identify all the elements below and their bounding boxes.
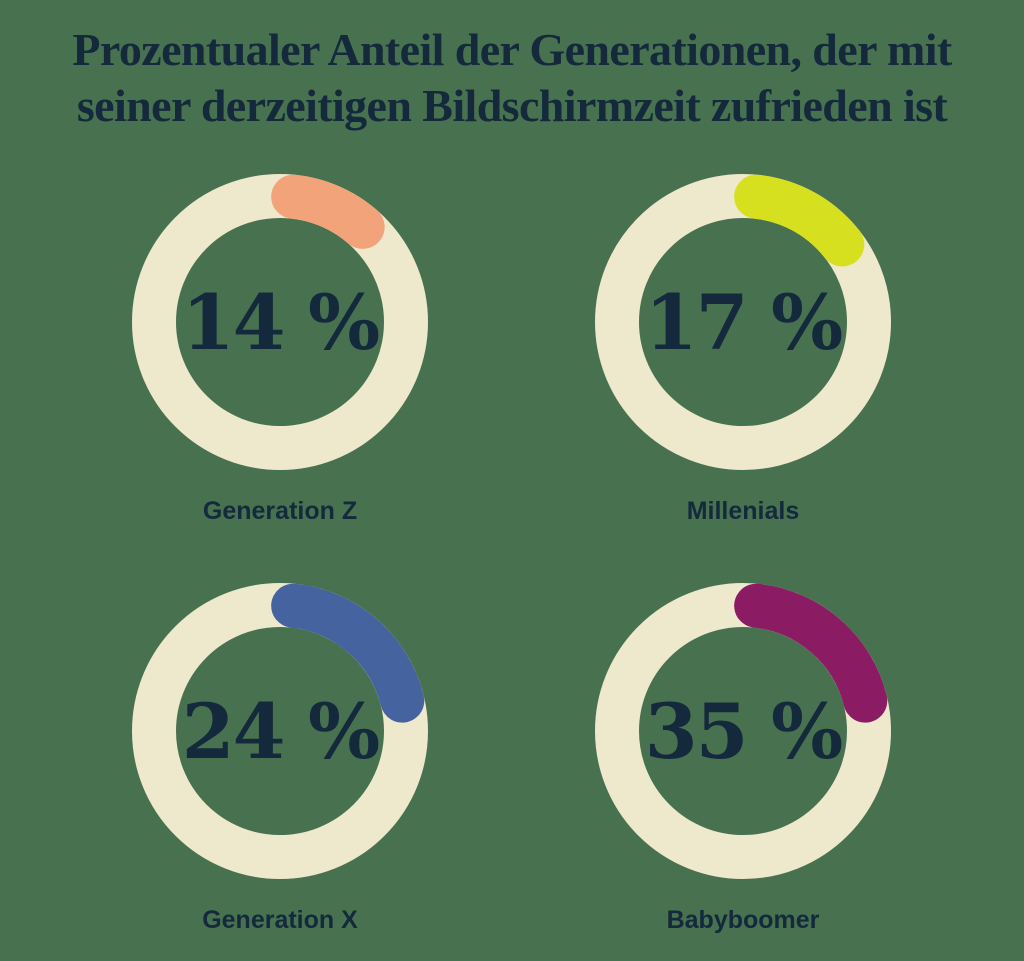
donut-svg xyxy=(595,174,891,470)
donut-arc xyxy=(132,174,428,470)
donut-arc xyxy=(132,583,428,879)
donut-ring-babyboomer: 35 % xyxy=(595,583,891,879)
category-label: Babyboomer xyxy=(666,906,820,934)
donut-arc xyxy=(595,174,891,470)
category-label: Millenials xyxy=(686,497,800,525)
category-label: Generation Z xyxy=(202,497,358,525)
donut-svg xyxy=(595,583,891,879)
donut-arc xyxy=(595,583,891,879)
donut-chart-millenials: 17 % Millenials xyxy=(595,174,891,526)
category-label: Generation X xyxy=(202,906,358,934)
chart-title-line1: Prozentualer Anteil der Generationen, de… xyxy=(72,24,952,75)
donut-chart-generation-z: 14 % Generation Z xyxy=(132,174,428,526)
donut-ring-millenials: 17 % xyxy=(595,174,891,470)
donut-svg xyxy=(132,583,428,879)
donut-chart-babyboomer: 35 % Babyboomer xyxy=(595,583,891,935)
chart-title: Prozentualer Anteil der Generationen, de… xyxy=(0,22,1024,134)
donut-chart-generation-x: 24 % Generation X xyxy=(132,583,428,935)
donut-ring-generation-x: 24 % xyxy=(132,583,428,879)
donut-ring-generation-z: 14 % xyxy=(132,174,428,470)
chart-title-line2: seiner derzeitigen Bildschirmzeit zufrie… xyxy=(76,80,948,131)
donut-grid: 14 % Generation Z 17 % Millenials 24 % xyxy=(132,174,891,935)
donut-svg xyxy=(132,174,428,470)
